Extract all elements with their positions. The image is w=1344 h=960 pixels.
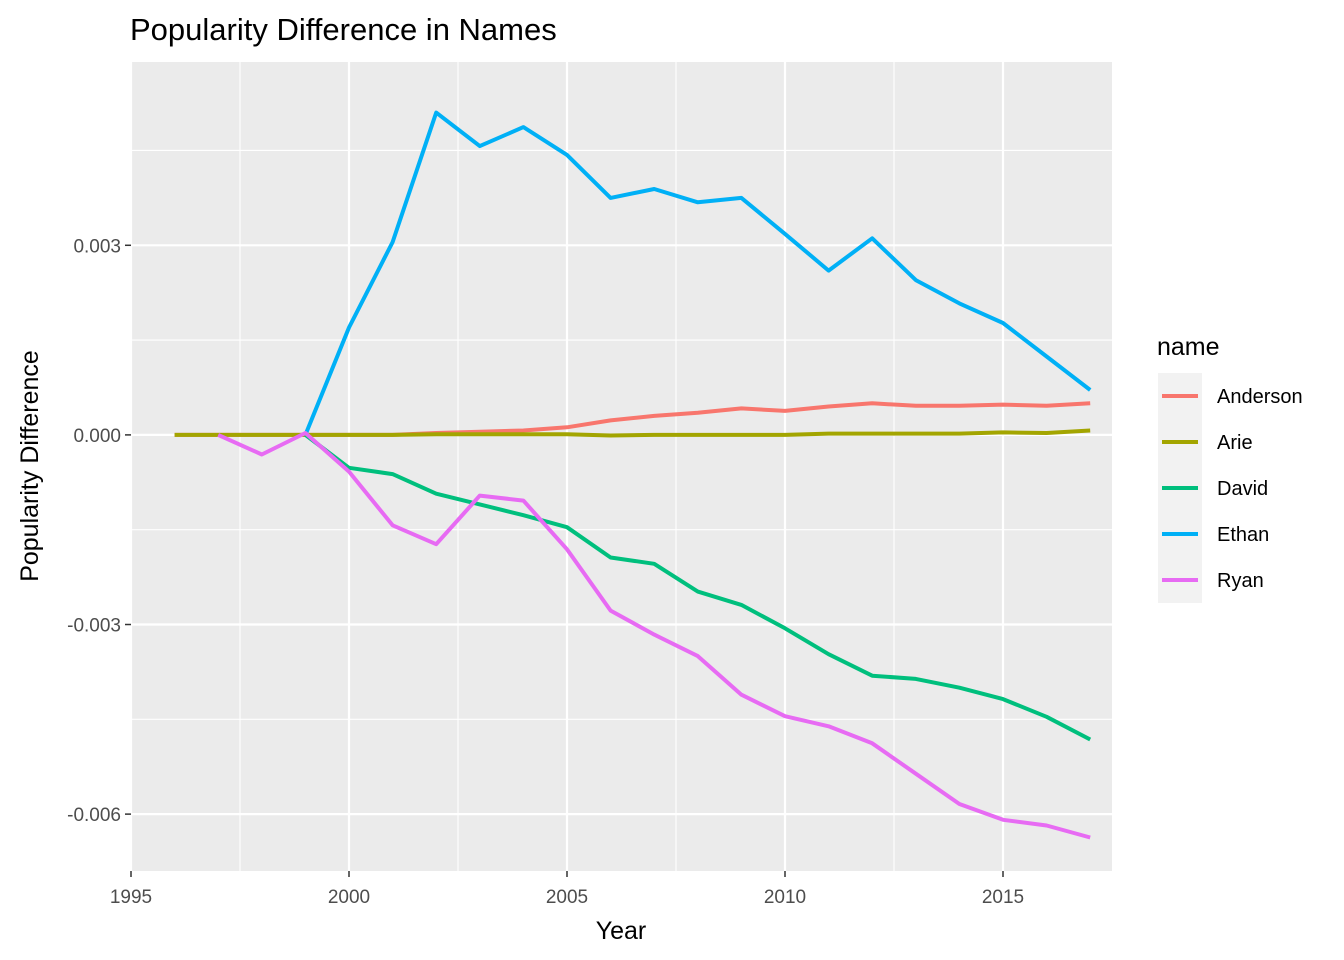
chart-title: Popularity Difference in Names bbox=[130, 12, 557, 47]
x-tick-label: 2010 bbox=[764, 887, 806, 908]
y-tick-label: -0.003 bbox=[67, 616, 121, 637]
legend-label-anderson: Anderson bbox=[1217, 386, 1303, 408]
major-gridlines bbox=[129, 62, 1112, 871]
y-tick-label: 0.003 bbox=[73, 236, 121, 257]
series-line-ryan bbox=[217, 431, 1091, 840]
x-axis: 1995 2000 2005 2010 2015 bbox=[110, 871, 1024, 908]
legend: name Anderson Arie David Ethan Ryan bbox=[1157, 333, 1303, 603]
x-axis-title: Year bbox=[596, 917, 647, 945]
series-line-ethan bbox=[303, 110, 1092, 436]
y-axis: 0.003 0.000 -0.003 -0.006 bbox=[67, 236, 131, 826]
y-tick-label: 0.000 bbox=[73, 426, 121, 447]
legend-label-ethan: Ethan bbox=[1217, 524, 1269, 546]
x-tick-label: 1995 bbox=[110, 887, 152, 908]
x-tick-label: 2005 bbox=[546, 887, 588, 908]
series-lines bbox=[174, 110, 1092, 840]
y-tick-label: -0.006 bbox=[67, 805, 121, 826]
legend-title: name bbox=[1157, 333, 1220, 361]
x-tick-label: 2000 bbox=[328, 887, 370, 908]
legend-label-arie: Arie bbox=[1217, 432, 1253, 454]
plot-panel bbox=[131, 62, 1112, 871]
legend-label-ryan: Ryan bbox=[1217, 570, 1264, 592]
series-line-david bbox=[304, 433, 1092, 742]
x-tick-label: 2015 bbox=[982, 887, 1024, 908]
legend-label-david: David bbox=[1217, 478, 1268, 500]
y-axis-title: Popularity Difference bbox=[16, 350, 44, 582]
series-line-arie bbox=[174, 428, 1091, 438]
